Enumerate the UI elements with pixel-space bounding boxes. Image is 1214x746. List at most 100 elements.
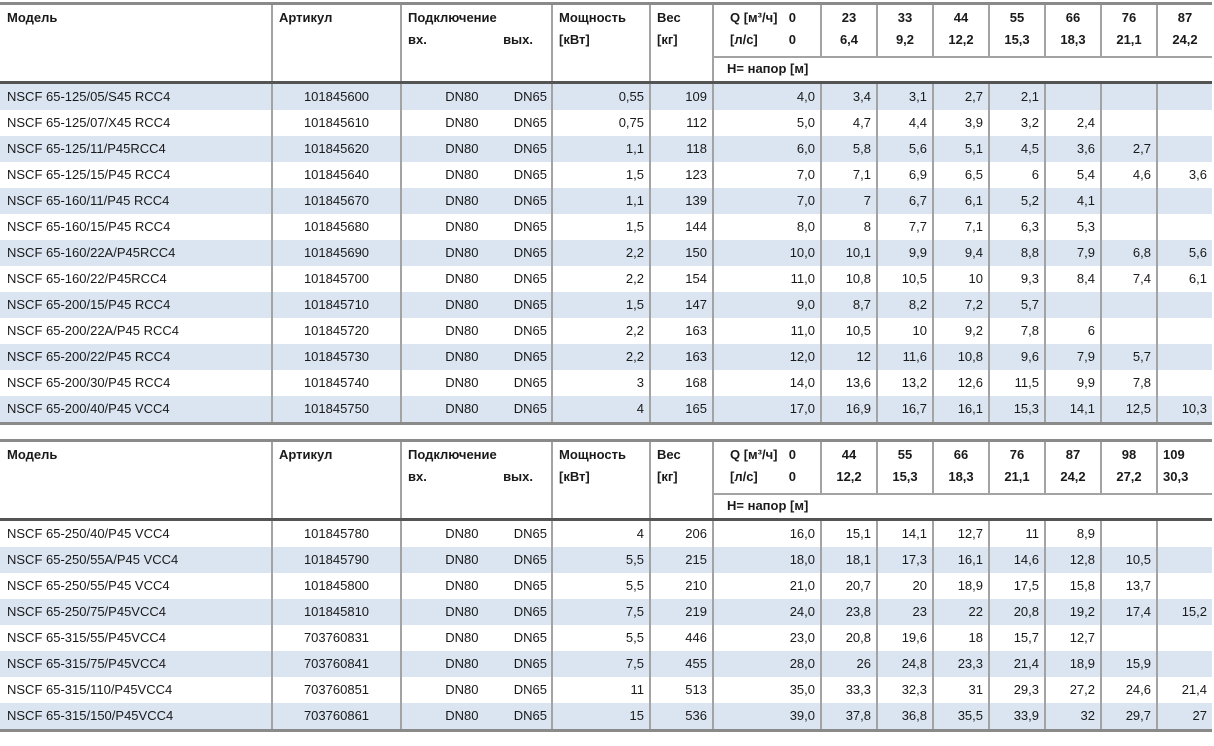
outlet-header-label: вых. [503, 32, 533, 47]
q-ls-line: [л/с] 0 [714, 32, 820, 47]
cell-head-value: 9,9 [1044, 370, 1100, 396]
cell-head-value: 5,3 [1044, 214, 1100, 240]
q-column-headers: 44 12,2 55 15,3 66 18,3 76 21,1 87 24,2 98 27,2 109 3… [820, 442, 1212, 493]
cell-head-value: 17,4 [1100, 599, 1156, 625]
cell-outlet: DN65 [513, 115, 547, 130]
connection-subheaders: вх. вых. [408, 32, 551, 47]
cell-head-value: 13,7 [1100, 573, 1156, 599]
table-header: Модель Артикул Подключение вх. вых. Мощн… [0, 442, 1212, 521]
cell-power: 1,1 [551, 188, 649, 214]
cell-weight: 536 [649, 703, 712, 729]
cell-head-value: 10,8 [932, 344, 988, 370]
table-row: NSCF 65-125/11/P45RCC4 101845620 DN80 DN65 1… [0, 136, 1212, 162]
cell-model: NSCF 65-125/07/X45 RCC4 [7, 115, 171, 130]
cell-connection: DN80 DN65 [400, 110, 551, 136]
q-m3h-value: 109 [1163, 447, 1185, 462]
cell-head-value: 22 [932, 599, 988, 625]
cell-outlet: DN65 [513, 401, 547, 416]
cell-power: 7,5 [551, 599, 649, 625]
cell-head-value: 3,6 [1044, 136, 1100, 162]
cell-inlet: DN80 [445, 708, 479, 723]
cell-inlet: DN80 [445, 167, 479, 182]
cell-weight: 109 [649, 84, 712, 110]
cell-article: 101845800 [271, 573, 400, 599]
cell-head-value [1156, 344, 1212, 370]
cell-power: 4 [551, 396, 649, 422]
cell-article: 101845780 [271, 521, 400, 547]
cell-head-value: 5,1 [932, 136, 988, 162]
q-ls-value: 24,2 [1060, 469, 1086, 484]
cell-model: NSCF 65-160/22/P45RCC4 [7, 271, 167, 286]
cell-outlet: DN65 [513, 682, 547, 697]
cell-weight: 206 [649, 521, 712, 547]
head-label: Н= напор [м] [727, 498, 809, 513]
table-row: NSCF 65-160/22A/P45RCC4 101845690 DN80 DN65… [0, 240, 1212, 266]
q-m3h-zero: 0 [788, 10, 796, 25]
weight-unit-label: [кг] [657, 32, 678, 47]
cell-power: 11 [551, 677, 649, 703]
table-row: NSCF 65-160/11/P45 RCC4 101845670 DN80 DN65… [0, 188, 1212, 214]
cell-inlet: DN80 [445, 526, 479, 541]
cell-weight: 154 [649, 266, 712, 292]
cell-inlet: DN80 [445, 630, 479, 645]
q-column-header: 66 18,3 [932, 442, 988, 493]
table-row: NSCF 65-315/110/P45VCC4 703760851 DN80 DN65… [0, 677, 1212, 703]
cell-model: NSCF 65-200/22A/P45 RCC4 [7, 323, 179, 338]
cell-power: 2,2 [551, 344, 649, 370]
cell-connection: DN80 DN65 [400, 521, 551, 547]
cell-connection: DN80 DN65 [400, 188, 551, 214]
cell-outlet: DN65 [513, 245, 547, 260]
cell-power: 2,2 [551, 266, 649, 292]
table-body: NSCF 65-250/40/P45 VCC4 101845780 DN80 DN65… [0, 521, 1212, 729]
head-label: Н= напор [м] [727, 61, 809, 76]
cell-power: 1,5 [551, 214, 649, 240]
cell-connection: DN80 DN65 [400, 344, 551, 370]
cell-head-value: 2,4 [1044, 110, 1100, 136]
q-m3h-label: Q [м³/ч] [730, 10, 778, 25]
cell-power: 2,2 [551, 318, 649, 344]
cell-model: NSCF 65-315/55/P45VCC4 [7, 630, 166, 645]
cell-head-value: 10,8 [820, 266, 876, 292]
cell-head-value: 16,1 [932, 547, 988, 573]
q-ls-value: 27,2 [1116, 469, 1142, 484]
column-header-article: Артикул [271, 442, 400, 518]
cell-weight: 215 [649, 547, 712, 573]
cell-head-value [1156, 110, 1212, 136]
q-m3h-line: Q [м³/ч] 0 [714, 10, 820, 25]
cell-head-value: 4,4 [876, 110, 932, 136]
power-unit-label: [кВт] [559, 32, 590, 47]
cell-head-value: 15,3 [988, 396, 1044, 422]
q-m3h-value: 55 [1009, 10, 1025, 25]
flow-values-row: Q [м³/ч] 0 [л/с] 0 23 6,4 33 9,2 44 12,2 55 15,… [714, 5, 1212, 56]
pump-tables: Модель Артикул Подключение вх. вых. Мощн… [0, 2, 1214, 732]
cell-inlet: DN80 [445, 323, 479, 338]
cell-head-value [1100, 188, 1156, 214]
cell-head-q0: 10,0 [712, 240, 820, 266]
table-row: NSCF 65-250/55A/P45 VCC4 101845790 DN80 DN6… [0, 547, 1212, 573]
cell-weight: 144 [649, 214, 712, 240]
cell-head-value: 24,8 [876, 651, 932, 677]
cell-head-value: 8,9 [1044, 521, 1100, 547]
cell-inlet: DN80 [445, 604, 479, 619]
cell-head-value: 13,6 [820, 370, 876, 396]
power-header-label: Мощность [559, 447, 626, 462]
cell-weight: 168 [649, 370, 712, 396]
connection-subheaders: вх. вых. [408, 469, 551, 484]
cell-head-value: 15,1 [820, 521, 876, 547]
cell-power: 4 [551, 521, 649, 547]
cell-power: 1,1 [551, 136, 649, 162]
cell-head-value: 15,2 [1156, 599, 1212, 625]
cell-head-value: 20,7 [820, 573, 876, 599]
column-header-model: Модель [0, 442, 271, 518]
cell-connection: DN80 DN65 [400, 84, 551, 110]
cell-head-value: 12,8 [1044, 547, 1100, 573]
cell-weight: 163 [649, 318, 712, 344]
cell-model: NSCF 65-315/150/P45VCC4 [7, 708, 174, 723]
cell-head-value: 6 [1044, 318, 1100, 344]
q-m3h-value: 66 [1065, 10, 1081, 25]
table-row: NSCF 65-160/22/P45RCC4 101845700 DN80 DN65 2… [0, 266, 1212, 292]
table-row: NSCF 65-200/22/P45 RCC4 101845730 DN80 DN65… [0, 344, 1212, 370]
cell-power: 7,5 [551, 651, 649, 677]
cell-head-q0: 4,0 [712, 84, 820, 110]
cell-power: 5,5 [551, 547, 649, 573]
